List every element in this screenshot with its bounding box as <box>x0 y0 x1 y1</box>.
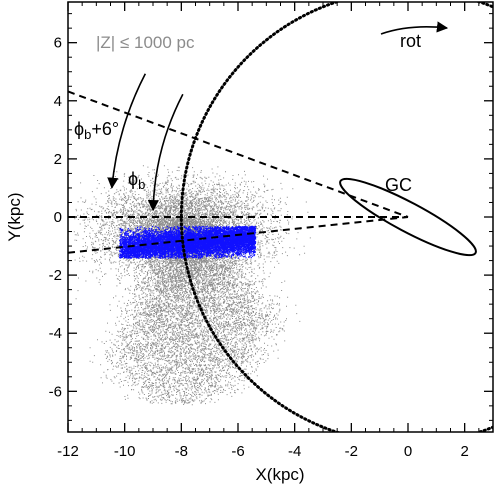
y-tick-label: -2 <box>49 267 62 284</box>
galactic-center-label: GC <box>385 175 412 195</box>
y-tick-labels: -6 -4 -2 0 2 4 6 <box>49 35 62 401</box>
axis-ticks <box>67 2 494 432</box>
x-tick-label: -12 <box>57 443 79 460</box>
x-tick-label: -6 <box>231 443 244 460</box>
solar-circle <box>179 2 493 432</box>
angle-arrow-group <box>107 73 184 212</box>
x-tick-label: -2 <box>345 443 358 460</box>
x-tick-label: -4 <box>288 443 301 460</box>
x-tick-label: -8 <box>175 443 188 460</box>
y-axis-title: Y(kpc) <box>5 192 24 241</box>
y-tick-label: -6 <box>49 383 62 400</box>
x-axis-title: X(kpc) <box>255 465 304 484</box>
sightline <box>68 90 409 218</box>
x-tick-label: -10 <box>114 443 136 460</box>
rotation-arrow <box>380 21 449 35</box>
rotation-label: rot <box>400 31 421 51</box>
x-tick-label: 2 <box>460 443 468 460</box>
y-tick-label: 4 <box>54 93 62 110</box>
x-tick-label: 0 <box>404 443 412 460</box>
y-tick-label: 2 <box>54 151 62 168</box>
angle-arrow <box>107 73 147 189</box>
phi-b-plus-label: ϕb+6° <box>74 119 119 142</box>
blue-star-points <box>119 225 257 259</box>
bar-ellipse <box>339 177 477 257</box>
y-tick-label: -4 <box>49 325 62 342</box>
y-tick-label: 6 <box>54 35 62 52</box>
sightline <box>68 216 409 254</box>
z-cut-annotation: |Z| ≤ 1000 pc <box>96 33 195 52</box>
x-tick-labels: -12 -10 -8 -6 -4 -2 0 2 <box>57 443 469 460</box>
phi-b-label: ϕb <box>128 169 145 192</box>
blue-star-scatter <box>119 225 257 259</box>
y-tick-label: 0 <box>54 209 62 226</box>
angle-arrow <box>147 93 184 212</box>
